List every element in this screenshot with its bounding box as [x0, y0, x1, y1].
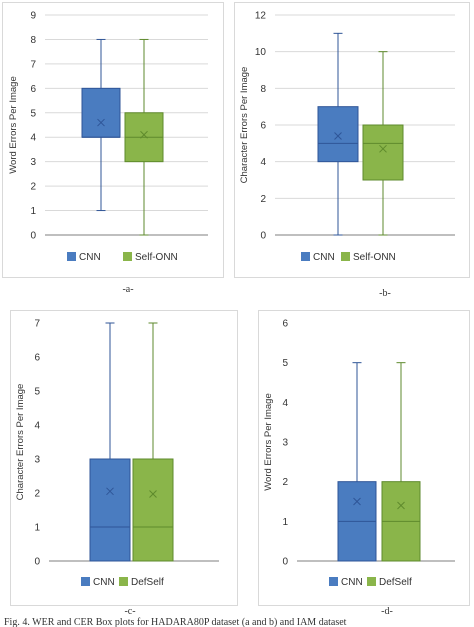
chart-b-svg: 0 2 4 6 8 10 12 Character Errors Per Image CNN Se… — [239, 11, 455, 263]
legend-swatch-series2 — [367, 577, 376, 586]
legend-label-series1: CNN — [313, 252, 335, 263]
iqr-box — [132, 458, 174, 562]
y-tick-label: 4 — [34, 421, 40, 432]
mean-marker — [334, 132, 342, 140]
y-axis-label: Character Errors Per Image — [15, 384, 26, 501]
legend-label-series2: DefSelf — [131, 577, 164, 588]
y-tick-label: 7 — [30, 59, 36, 70]
chart-d-sublabel: -d- — [381, 606, 393, 617]
chart-panel-a: 0 1 2 3 4 5 6 7 8 9 Word Errors Per Image CNN Self-O… — [2, 2, 224, 278]
chart-c-sublabel: -c- — [124, 606, 136, 617]
box-series2 — [124, 38, 164, 236]
y-tick-label: 10 — [255, 47, 267, 58]
y-tick-label: 5 — [34, 387, 40, 398]
y-tick-label: 0 — [30, 231, 36, 242]
mean-marker — [353, 497, 361, 506]
y-axis-label: Character Errors Per Image — [239, 67, 250, 184]
legend-label-series1: CNN — [93, 577, 115, 588]
chart-panel-b: 0 2 4 6 8 10 12 Character Errors Per Image CNN Se… — [234, 2, 470, 278]
y-axis-label: Word Errors Per Image — [263, 393, 274, 491]
y-tick-label: 6 — [30, 84, 36, 95]
legend-label-series1: CNN — [79, 252, 101, 263]
y-tick-label: 4 — [260, 157, 266, 168]
y-tick-label: 5 — [282, 358, 288, 369]
iqr-box — [317, 106, 359, 163]
chart-b-sublabel: -b- — [379, 288, 391, 299]
legend-swatch-series1 — [81, 577, 90, 586]
chart-panel-d: 0 1 2 3 4 5 6 Word Errors Per Image CNN DefSelf — [258, 310, 470, 606]
figure-caption: Fig. 4. WER and CER Box plots for HADARA… — [4, 617, 347, 627]
y-tick-label: 5 — [30, 108, 36, 119]
mean-marker — [149, 490, 157, 498]
mean-marker — [379, 144, 387, 153]
iqr-box — [81, 87, 121, 138]
y-tick-label: 2 — [260, 194, 266, 205]
mean-marker — [97, 118, 105, 127]
mean-marker — [106, 487, 114, 496]
legend-swatch-series2 — [341, 252, 350, 261]
box-series1 — [89, 322, 131, 562]
y-tick-label: 2 — [30, 182, 36, 193]
box-series1 — [81, 38, 121, 212]
legend-swatch-series1 — [67, 252, 76, 261]
box-series2 — [381, 362, 421, 562]
legend-swatch-series1 — [329, 577, 338, 586]
legend-label-series2: Self-ONN — [135, 252, 178, 263]
y-axis-label: Word Errors Per Image — [8, 76, 19, 174]
y-tick-label: 3 — [34, 455, 40, 466]
y-tick-label: 1 — [34, 523, 40, 534]
y-tick-label: 1 — [282, 517, 288, 528]
iqr-box — [89, 458, 131, 562]
box-series2 — [362, 51, 404, 236]
chart-d-svg: 0 1 2 3 4 5 6 Word Errors Per Image CNN DefSelf — [263, 319, 455, 588]
legend-label-series2: DefSelf — [379, 577, 412, 588]
y-tick-label: 3 — [282, 438, 288, 449]
y-tick-label: 0 — [282, 557, 288, 568]
y-tick-label: 0 — [34, 557, 40, 568]
legend-label-series2: Self-ONN — [353, 252, 396, 263]
y-tick-label: 7 — [34, 319, 40, 330]
y-tick-label: 9 — [30, 11, 36, 22]
y-tick-label: 0 — [260, 231, 266, 242]
box-series2 — [132, 322, 174, 562]
legend-swatch-series2 — [119, 577, 128, 586]
chart-panel-c: 0 1 2 3 4 5 6 7 Character Errors Per Image CNN Def… — [10, 310, 238, 606]
chart-a-sublabel: -a- — [122, 284, 134, 295]
y-tick-label: 2 — [34, 489, 40, 500]
mean-marker — [140, 130, 148, 139]
box-series1 — [337, 362, 377, 562]
y-tick-label: 6 — [260, 121, 266, 132]
y-tick-label: 3 — [30, 157, 36, 168]
y-tick-label: 6 — [282, 319, 288, 330]
mean-marker — [397, 501, 405, 510]
y-tick-label: 1 — [30, 206, 36, 217]
y-tick-label: 6 — [34, 353, 40, 364]
legend-label-series1: CNN — [341, 577, 363, 588]
chart-c-svg: 0 1 2 3 4 5 6 7 Character Errors Per Image CNN Def… — [15, 319, 219, 588]
y-tick-label: 8 — [30, 35, 36, 46]
y-tick-label: 12 — [255, 11, 267, 22]
legend-swatch-series1 — [301, 252, 310, 261]
y-tick-label: 2 — [282, 477, 288, 488]
legend-swatch-series2 — [123, 252, 132, 261]
chart-a-svg: 0 1 2 3 4 5 6 7 8 9 Word Errors Per Image CNN Self-O… — [8, 11, 208, 263]
y-tick-label: 4 — [282, 398, 288, 409]
y-tick-label: 4 — [30, 133, 36, 144]
box-series1 — [317, 32, 359, 236]
y-tick-label: 8 — [260, 84, 266, 95]
iqr-box — [362, 124, 404, 181]
